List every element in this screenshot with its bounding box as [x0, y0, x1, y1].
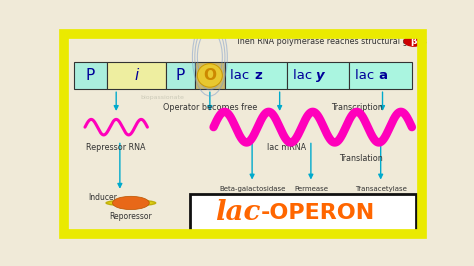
- Ellipse shape: [112, 196, 149, 210]
- Text: lac: lac: [215, 199, 260, 226]
- Text: a: a: [379, 69, 388, 82]
- Text: P: P: [86, 68, 95, 83]
- Text: Inducer: Inducer: [89, 193, 118, 202]
- Bar: [195, 62, 225, 89]
- Text: y: y: [316, 69, 325, 82]
- Bar: [74, 62, 107, 89]
- Text: Beta-galactosidase: Beta-galactosidase: [219, 186, 285, 192]
- Bar: [107, 62, 166, 89]
- Circle shape: [403, 35, 424, 47]
- Text: i: i: [134, 68, 138, 83]
- Text: Repressor RNA: Repressor RNA: [86, 143, 146, 152]
- Text: O: O: [203, 68, 216, 83]
- Text: -OPERON: -OPERON: [261, 203, 375, 223]
- Text: P: P: [176, 68, 185, 83]
- Text: Transacetylase: Transacetylase: [355, 186, 407, 192]
- Text: biopassionate: biopassionate: [140, 95, 184, 100]
- Bar: [349, 62, 412, 89]
- Text: Operator becomes free: Operator becomes free: [163, 103, 257, 112]
- Text: lac: lac: [356, 69, 379, 82]
- Bar: [190, 194, 416, 232]
- Text: Then RNA polymerase reaches structural genes: Then RNA polymerase reaches structural g…: [235, 37, 427, 46]
- Text: β: β: [410, 37, 417, 46]
- Text: lac: lac: [293, 69, 316, 82]
- Text: lac mRNA: lac mRNA: [267, 143, 307, 152]
- Bar: [225, 62, 287, 89]
- Bar: [166, 62, 195, 89]
- Text: Transcription: Transcription: [331, 103, 383, 112]
- Text: lac: lac: [230, 69, 254, 82]
- Text: O: O: [204, 68, 216, 83]
- Text: Permease: Permease: [294, 186, 328, 192]
- Text: Reporessor: Reporessor: [109, 212, 152, 221]
- Bar: [287, 62, 349, 89]
- Ellipse shape: [106, 200, 155, 206]
- Text: z: z: [254, 69, 262, 82]
- Ellipse shape: [197, 64, 222, 87]
- Text: Translation: Translation: [339, 154, 383, 163]
